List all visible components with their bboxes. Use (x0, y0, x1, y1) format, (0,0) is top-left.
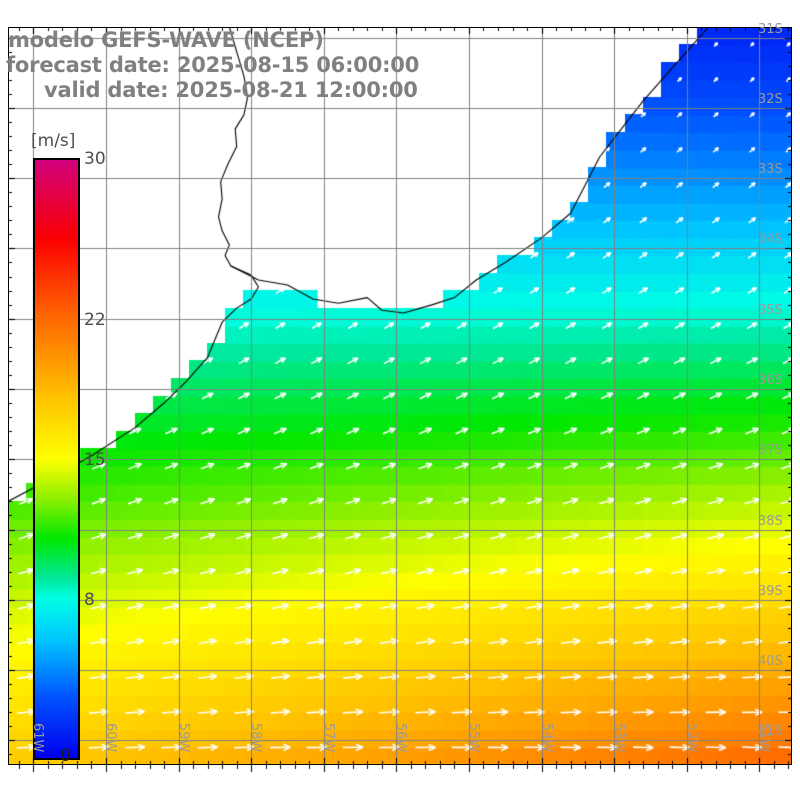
latitude-label-41S: 41S (758, 724, 783, 740)
colorbar-label-22: 22 (84, 309, 106, 330)
latitude-label-40S: 40S (758, 654, 783, 670)
latitude-label-38S: 38S (758, 513, 783, 529)
latitude-label-34S: 34S (758, 232, 783, 248)
colorbar-unit-label: [m/s] (31, 131, 76, 151)
longitude-label-58W: 58W (248, 723, 264, 753)
latitude-label-35S: 35S (758, 302, 783, 318)
longitude-label-54W: 54W (538, 723, 554, 753)
latitude-label-31S: 31S (758, 21, 783, 37)
colorbar (33, 158, 80, 760)
forecast-date: forecast date: 2025-08-15 06:00:00 (6, 53, 420, 77)
colorbar-gradient (33, 158, 80, 760)
colorbar-label-15: 15 (84, 450, 106, 470)
longitude-label-52W: 52W (683, 723, 699, 753)
longitude-label-60W: 60W (103, 723, 118, 753)
colorbar-label-30: 30 (84, 149, 106, 169)
model-title: modelo GEFS-WAVE (NCEP) (8, 28, 324, 52)
longitude-label-51W: 51W (756, 723, 772, 753)
colorbar-label-8: 8 (84, 590, 95, 611)
chart-title-block: modelo GEFS-WAVE (NCEP) forecast date: 2… (0, 28, 520, 103)
latitude-label-39S: 39S (758, 583, 783, 599)
map-plot-area (8, 27, 792, 765)
graticule-grid (8, 27, 792, 765)
longitude-label-56W: 56W (393, 723, 409, 753)
longitude-label-53W: 53W (611, 723, 627, 753)
longitude-label-59W: 59W (175, 723, 191, 753)
latitude-label-33S: 33S (758, 162, 783, 178)
longitude-label-57W: 57W (320, 723, 336, 753)
colorbar-label-0: 0 (60, 746, 71, 766)
latitude-label-37S: 37S (758, 443, 783, 459)
longitude-label-55W: 55W (465, 723, 481, 753)
valid-date: valid date: 2025-08-21 12:00:00 (44, 78, 418, 102)
latitude-label-32S: 32S (758, 91, 783, 107)
longitude-label-61W: 61W (30, 723, 46, 753)
latitude-label-36S: 36S (758, 372, 783, 388)
